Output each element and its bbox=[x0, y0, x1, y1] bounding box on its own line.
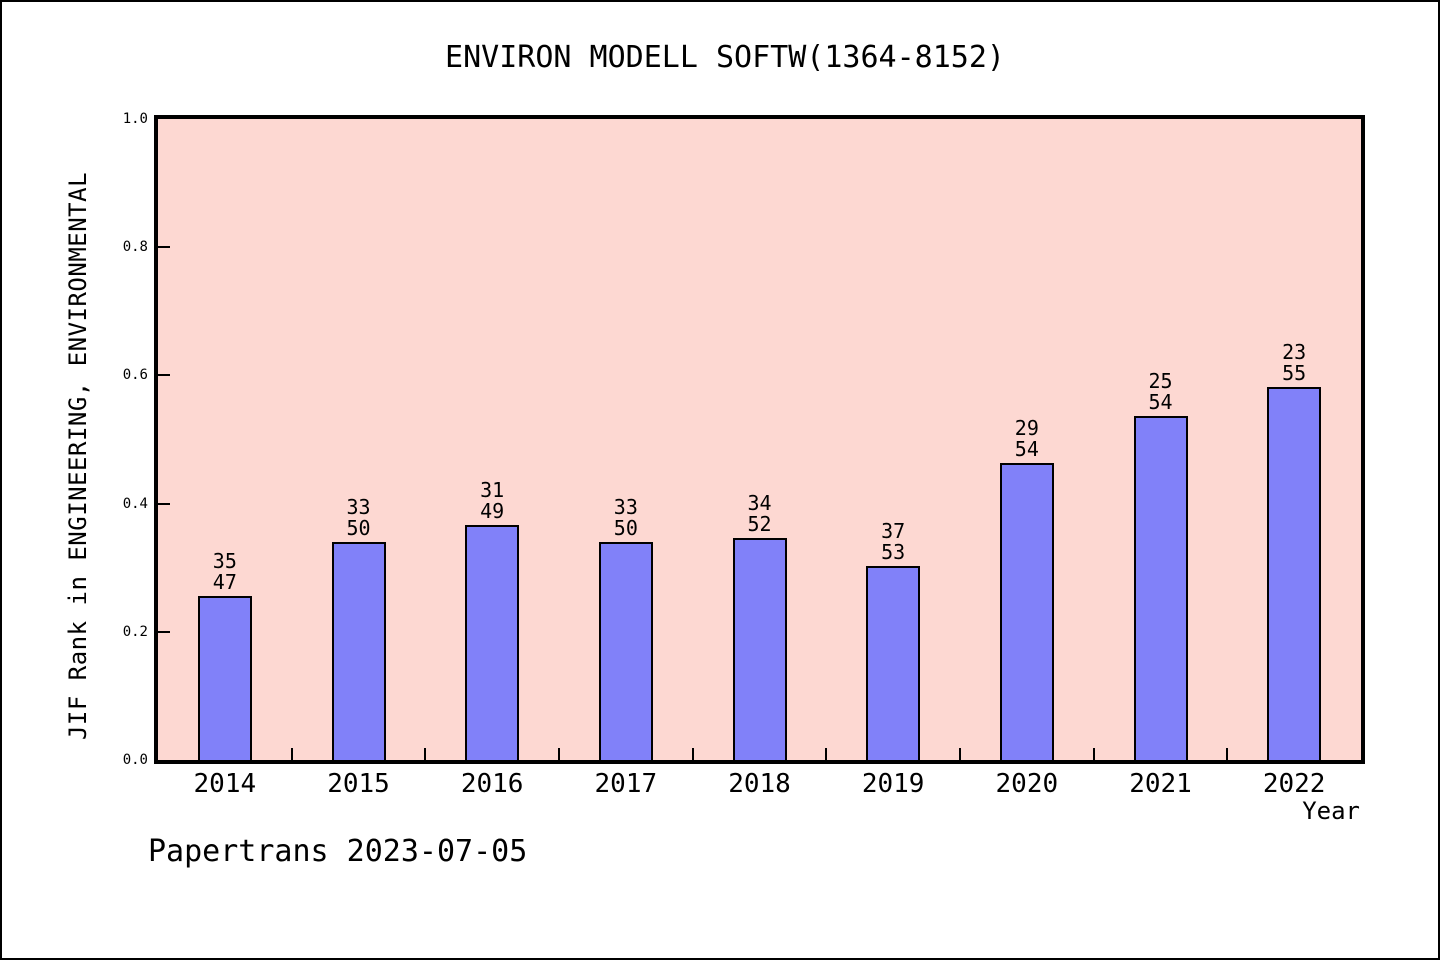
bar-total-value: 50 bbox=[346, 516, 371, 540]
y-tick-label-0.2: 0.2 bbox=[122, 623, 148, 640]
bar-2021 bbox=[1133, 416, 1188, 760]
y-axis-tick bbox=[158, 630, 170, 633]
bar-total-value: 52 bbox=[747, 512, 772, 536]
x-tick-label-2015: 2015 bbox=[327, 769, 390, 799]
bar-total-value: 53 bbox=[881, 540, 906, 564]
y-axis-tick bbox=[158, 502, 170, 505]
bar-2014 bbox=[197, 596, 252, 760]
bar-rank-value: 37 bbox=[881, 519, 906, 543]
bar-rank-value: 31 bbox=[480, 478, 505, 502]
bar-total-value: 54 bbox=[1014, 437, 1039, 461]
bar-total-value: 49 bbox=[480, 499, 505, 523]
footer-watermark: Papertrans 2023-07-05 bbox=[148, 834, 528, 869]
bar-rank-value: 23 bbox=[1282, 340, 1307, 364]
x-tick-label-2014: 2014 bbox=[193, 769, 257, 799]
bar-rank-value: 33 bbox=[346, 495, 371, 519]
chart-title: ENVIRON MODELL SOFTW(1364-8152) bbox=[445, 40, 1005, 75]
y-axis-tick bbox=[158, 246, 170, 249]
bar-rank-value: 33 bbox=[613, 495, 638, 519]
x-tick-label-2020: 2020 bbox=[995, 769, 1059, 799]
bar-total-value: 47 bbox=[212, 570, 237, 594]
x-axis-tick bbox=[1226, 748, 1229, 760]
bar-value-label-2019: 37 53 bbox=[881, 521, 905, 563]
bar-2022 bbox=[1267, 387, 1322, 760]
y-axis-tick bbox=[158, 374, 170, 377]
bar-2018 bbox=[732, 538, 787, 760]
bar-value-label-2020: 29 54 bbox=[1015, 418, 1039, 460]
y-tick-label-0.0: 0.0 bbox=[122, 752, 148, 768]
bar-value-label-2017: 33 50 bbox=[614, 497, 638, 539]
y-tick-label-0.8: 0.8 bbox=[122, 239, 148, 256]
bar-rank-value: 25 bbox=[1148, 369, 1173, 393]
bar-total-value: 55 bbox=[1282, 361, 1307, 385]
y-tick-label-0.6: 0.6 bbox=[122, 367, 148, 384]
bar-value-label-2021: 25 54 bbox=[1148, 371, 1172, 413]
bar-total-value: 50 bbox=[613, 516, 638, 540]
x-axis-tick bbox=[691, 748, 694, 760]
x-axis-tick bbox=[424, 748, 427, 760]
bar-2017 bbox=[598, 542, 653, 760]
x-tick-label-2016: 2016 bbox=[460, 769, 524, 799]
x-axis-tick bbox=[825, 748, 828, 760]
plot-area: 35 47 2014 33 50 2015 31 49 2016 33 50 2017 34 52 2018… bbox=[123, 111, 1365, 799]
x-tick-label-2018: 2018 bbox=[728, 769, 791, 799]
x-axis-tick bbox=[959, 748, 961, 760]
bar-2016 bbox=[465, 525, 520, 760]
x-axis-tick bbox=[1092, 748, 1095, 760]
y-axis-label: JIF Rank in ENGINEERING, ENVIRONMENTAL bbox=[64, 171, 92, 741]
bar-rank-value: 29 bbox=[1014, 416, 1039, 440]
bar-2020 bbox=[999, 463, 1054, 760]
x-axis-tick bbox=[558, 748, 560, 760]
bar-2015 bbox=[331, 542, 386, 760]
bar-rank-value: 34 bbox=[747, 491, 772, 515]
y-tick-label-0.4: 0.4 bbox=[122, 495, 148, 512]
x-tick-label-2021: 2021 bbox=[1129, 769, 1192, 799]
bar-rank-value: 35 bbox=[212, 549, 237, 573]
x-tick-label-2022: 2022 bbox=[1262, 769, 1326, 799]
bar-value-label-2016: 31 49 bbox=[480, 480, 504, 522]
bar-value-label-2015: 33 50 bbox=[346, 497, 370, 539]
x-tick-label-2019: 2019 bbox=[861, 769, 925, 799]
bar-value-label-2022: 23 55 bbox=[1282, 342, 1306, 384]
y-tick-label-1.0: 1.0 bbox=[122, 111, 148, 127]
bar-2019 bbox=[866, 566, 921, 760]
bar-value-label-2018: 34 52 bbox=[747, 493, 771, 535]
bar-value-label-2014: 35 47 bbox=[213, 551, 237, 593]
x-tick-label-2017: 2017 bbox=[594, 769, 658, 799]
x-axis-label: Year bbox=[1302, 797, 1360, 825]
bar-total-value: 54 bbox=[1148, 390, 1173, 414]
x-axis-tick bbox=[290, 748, 293, 760]
